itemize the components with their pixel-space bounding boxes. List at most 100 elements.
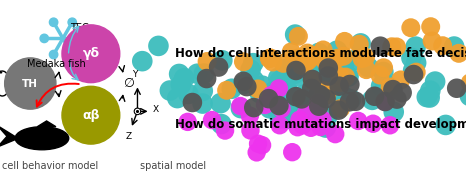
Point bbox=[199, 102, 206, 105]
Point bbox=[288, 151, 296, 154]
Point bbox=[258, 144, 266, 147]
Point bbox=[276, 117, 284, 120]
Point bbox=[328, 65, 336, 68]
Point bbox=[304, 71, 311, 74]
Point bbox=[362, 56, 369, 59]
Point bbox=[410, 69, 417, 72]
Polygon shape bbox=[37, 121, 56, 127]
Point bbox=[342, 75, 350, 79]
Point bbox=[294, 126, 302, 129]
Point bbox=[308, 87, 315, 90]
Point bbox=[155, 44, 162, 47]
Point bbox=[240, 60, 247, 63]
Point bbox=[290, 101, 297, 104]
Point bbox=[371, 95, 378, 98]
Point bbox=[333, 49, 341, 52]
Point bbox=[357, 42, 364, 45]
Point bbox=[254, 142, 262, 145]
Point bbox=[313, 74, 320, 77]
Point bbox=[377, 45, 384, 48]
Point bbox=[292, 69, 300, 72]
Point bbox=[439, 44, 446, 47]
Ellipse shape bbox=[68, 18, 76, 26]
Point bbox=[341, 40, 348, 43]
Point bbox=[323, 93, 330, 96]
Point bbox=[336, 81, 343, 84]
Point bbox=[278, 107, 285, 110]
Point bbox=[295, 35, 302, 38]
Point bbox=[309, 78, 316, 81]
Polygon shape bbox=[0, 126, 16, 147]
Point bbox=[175, 72, 183, 75]
Text: cell behavior model: cell behavior model bbox=[2, 161, 99, 171]
Point bbox=[325, 74, 332, 78]
Point bbox=[410, 73, 417, 76]
Point bbox=[351, 58, 358, 61]
Point bbox=[312, 66, 319, 69]
Point bbox=[319, 48, 327, 51]
Point bbox=[336, 75, 344, 78]
Point bbox=[388, 45, 396, 48]
Point bbox=[282, 68, 289, 71]
Point bbox=[334, 57, 341, 60]
Ellipse shape bbox=[62, 86, 120, 144]
Text: Z: Z bbox=[126, 132, 132, 142]
Point bbox=[203, 77, 210, 80]
Point bbox=[315, 101, 322, 104]
Ellipse shape bbox=[49, 18, 58, 26]
Point bbox=[280, 62, 287, 65]
Point bbox=[228, 87, 235, 90]
Point bbox=[369, 98, 376, 101]
Ellipse shape bbox=[40, 34, 48, 43]
Text: TH: TH bbox=[22, 79, 38, 89]
Point bbox=[189, 101, 196, 104]
Point bbox=[340, 55, 347, 58]
Point bbox=[203, 60, 211, 63]
Point bbox=[432, 80, 439, 83]
Point bbox=[269, 60, 276, 64]
Point bbox=[267, 94, 275, 97]
Point bbox=[381, 100, 389, 103]
Point bbox=[453, 87, 460, 90]
Point bbox=[217, 102, 224, 105]
Point bbox=[315, 93, 322, 96]
Point bbox=[334, 70, 341, 73]
Point bbox=[370, 122, 377, 125]
Point bbox=[324, 115, 331, 118]
Point bbox=[277, 94, 285, 97]
Point bbox=[426, 89, 434, 92]
Point bbox=[275, 104, 283, 107]
Point bbox=[301, 93, 308, 96]
Point bbox=[302, 62, 309, 65]
Point bbox=[321, 81, 329, 84]
Text: How do cell interactions modulate fate decisions?: How do cell interactions modulate fate d… bbox=[175, 47, 466, 60]
Point bbox=[319, 118, 326, 121]
Point bbox=[322, 60, 329, 63]
Point bbox=[307, 126, 315, 129]
Point bbox=[309, 79, 316, 82]
Point bbox=[218, 122, 225, 126]
Point bbox=[355, 119, 362, 122]
Point bbox=[331, 91, 339, 94]
Point bbox=[356, 43, 363, 46]
Point bbox=[451, 45, 458, 48]
Text: spatial model: spatial model bbox=[140, 161, 206, 171]
Point bbox=[412, 45, 419, 48]
Point bbox=[180, 77, 188, 80]
Point bbox=[311, 113, 319, 116]
Point bbox=[291, 33, 299, 36]
Point bbox=[276, 124, 283, 127]
Point bbox=[352, 100, 359, 103]
Point bbox=[343, 97, 350, 100]
Point bbox=[336, 85, 343, 88]
Point bbox=[297, 101, 304, 104]
Point bbox=[247, 129, 254, 132]
Ellipse shape bbox=[134, 108, 141, 115]
Point bbox=[380, 66, 387, 69]
Point bbox=[253, 151, 260, 154]
Ellipse shape bbox=[62, 25, 120, 83]
Text: γδ: γδ bbox=[82, 47, 99, 60]
Point bbox=[223, 89, 230, 92]
Point bbox=[250, 79, 258, 82]
Point bbox=[283, 117, 291, 120]
